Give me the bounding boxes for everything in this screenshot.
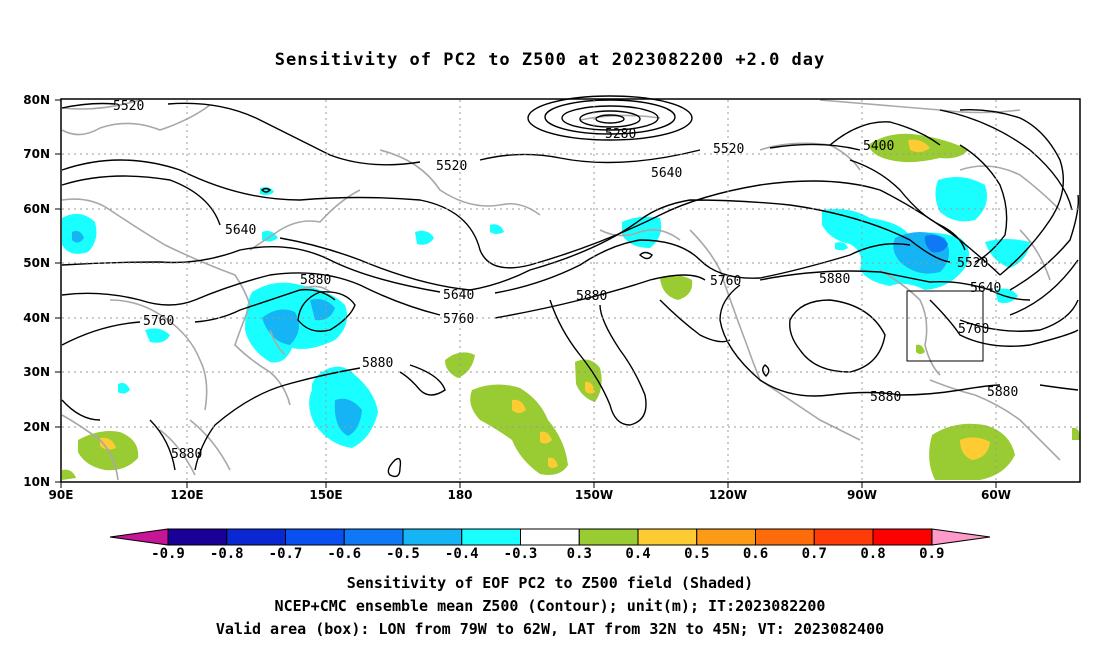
colorbar-label: -0.7 — [269, 546, 303, 562]
map-title: Sensitivity of PC2 to Z500 at 2023082200… — [274, 50, 826, 70]
map-frame — [60, 98, 1081, 483]
colorbar-cell — [872, 528, 933, 546]
colorbar-label: -0.4 — [445, 546, 479, 562]
contour-label: 5640 — [443, 288, 474, 303]
contour-label: 5760 — [443, 312, 474, 327]
colorbar: -0.9 -0.8 -0.7 -0.6 -0.5 -0.4 -0.3 0.3 0.4 0.5 0.6… — [109, 528, 991, 562]
grid — [62, 100, 1080, 482]
lat-label: 70N — [23, 147, 50, 161]
colorbar-cell — [813, 528, 874, 546]
contour-label: 5760 — [958, 322, 989, 337]
contour-label: 5640 — [970, 281, 1001, 296]
colorbar-cell — [285, 528, 345, 546]
contour-label: 5880 — [171, 447, 202, 462]
colorbar-low-end — [109, 528, 169, 546]
lat-label: 50N — [23, 256, 50, 270]
lat-label: 10N — [23, 475, 50, 489]
contour-label: 5880 — [300, 273, 331, 288]
colorbar-cell — [637, 528, 698, 546]
shaded-sensitivity — [62, 133, 1080, 480]
contour-label: 5280 — [605, 127, 636, 142]
lat-label: 40N — [23, 311, 50, 325]
colorbar-label: 0.8 — [860, 546, 885, 562]
colorbar-label: 0.3 — [567, 546, 592, 562]
contour-label: 5880 — [362, 356, 393, 371]
axis-ticks — [55, 99, 997, 488]
colorbar-cell — [755, 528, 815, 546]
z500-contours — [61, 95, 1080, 478]
colorbar-label: 0.6 — [743, 546, 768, 562]
lon-label: 120E — [170, 488, 203, 502]
lat-label: 60N — [23, 202, 50, 216]
colorbar-label: 0.4 — [625, 546, 650, 562]
lon-label: 150W — [575, 488, 613, 502]
colorbar-high-end — [931, 528, 991, 546]
lon-label: 60W — [981, 488, 1011, 502]
contour-label: 5880 — [819, 272, 850, 287]
contour-labels: 5520 5280 5520 5520 5400 5640 5640 5520 … — [113, 99, 1018, 462]
colorbar-label: -0.9 — [151, 546, 185, 562]
contour-label: 5760 — [710, 274, 741, 289]
lon-label: 120W — [709, 488, 747, 502]
contour-label: 5520 — [713, 142, 744, 157]
caption-valid-area: Valid area (box): LON from 79W to 62W, L… — [215, 620, 885, 638]
colorbar-cell — [402, 528, 463, 546]
valid-area-box — [906, 290, 984, 362]
lon-label: 90E — [49, 488, 74, 502]
contour-label: 5520 — [113, 99, 144, 114]
lon-label: 150E — [309, 488, 342, 502]
caption-shading: Sensitivity of EOF PC2 to Z500 field (Sh… — [346, 574, 754, 592]
contour-label: 5760 — [143, 314, 174, 329]
lat-label: 80N — [23, 93, 50, 107]
contour-label: 5520 — [957, 256, 988, 271]
colorbar-label: 0.7 — [802, 546, 827, 562]
colorbar-label: 0.5 — [684, 546, 709, 562]
longitude-labels: 90E 120E 150E 180 150W 120W 90W 60W — [49, 488, 1011, 502]
colorbar-cell — [520, 528, 580, 546]
contour-label: 5880 — [576, 289, 607, 304]
colorbar-label: -0.8 — [210, 546, 244, 562]
colorbar-cell — [696, 528, 756, 546]
colorbar-cell — [578, 528, 639, 546]
contour-label: 5400 — [863, 139, 894, 154]
lon-label: 180 — [447, 488, 472, 502]
colorbar-cell — [226, 528, 286, 546]
contour-label: 5880 — [987, 385, 1018, 400]
colorbar-label: -0.6 — [327, 546, 361, 562]
colorbar-cell — [343, 528, 404, 546]
lat-label: 30N — [23, 365, 50, 379]
contour-label: 5640 — [651, 166, 682, 181]
contour-label: 5640 — [225, 223, 256, 238]
contour-label: 5880 — [870, 390, 901, 405]
contour-label: 5520 — [436, 159, 467, 174]
colorbar-label: 0.9 — [919, 546, 944, 562]
coastlines — [61, 99, 1061, 481]
colorbar-label: -0.3 — [504, 546, 538, 562]
latitude-labels: 80N 70N 60N 50N 40N 30N 20N 10N — [23, 93, 50, 489]
colorbar-cell — [167, 528, 228, 546]
lon-label: 90W — [847, 488, 877, 502]
colorbar-cell — [461, 528, 521, 546]
colorbar-label: -0.5 — [386, 546, 420, 562]
lat-label: 20N — [23, 420, 50, 434]
caption-contour: NCEP+CMC ensemble mean Z500 (Contour); u… — [274, 597, 826, 615]
